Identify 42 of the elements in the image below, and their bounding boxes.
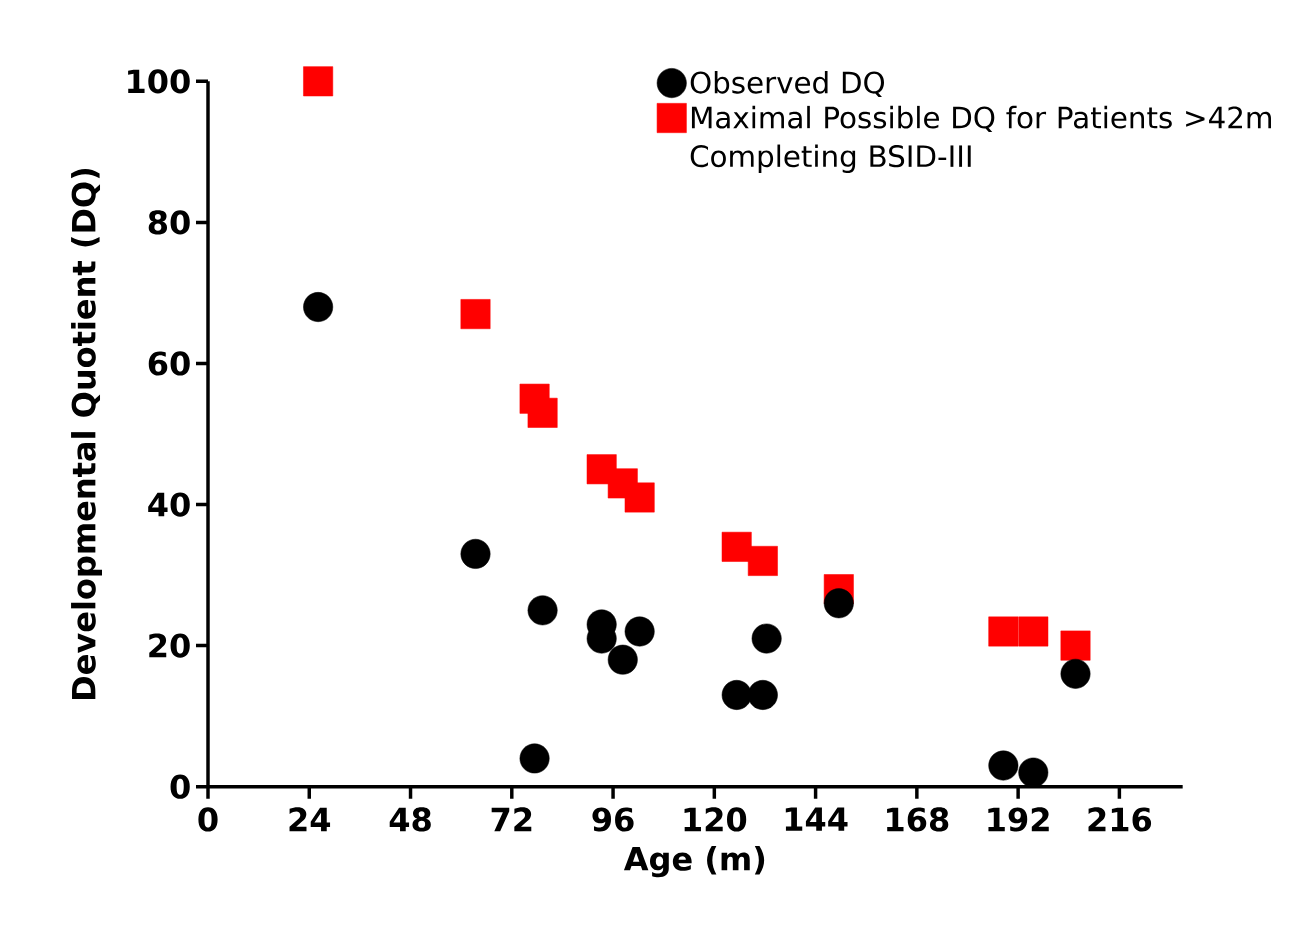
point <box>1060 630 1091 661</box>
x-axis-title: Age (m) <box>623 846 765 878</box>
point <box>460 299 491 330</box>
point <box>823 588 854 619</box>
point <box>747 680 778 710</box>
point <box>527 595 558 626</box>
y-tick-label: 80 <box>148 210 190 235</box>
y-tick-label: 20 <box>149 633 190 658</box>
x-tick-label: 216 <box>1088 807 1152 832</box>
legend-label: Maximal Possible DQ for Patients >42m Completing BSID-III <box>690 105 1271 173</box>
y-tick-label: 100 <box>128 69 190 94</box>
x-tick-label: 192 <box>988 807 1049 832</box>
x-tick-label: 144 <box>785 807 848 831</box>
point <box>1018 757 1049 788</box>
point <box>1060 658 1091 689</box>
y-axis-title: Developmental Quotient (DQ) <box>71 168 102 699</box>
x-tick-label: 72 <box>491 807 532 832</box>
point <box>303 292 334 322</box>
x-tick-label: 96 <box>592 807 634 832</box>
x-tick-label: 168 <box>887 807 949 832</box>
x-tick-label: 24 <box>289 807 331 832</box>
point <box>527 397 558 428</box>
x-tick-label: 48 <box>389 807 431 832</box>
x-tick-label: 120 <box>684 807 747 832</box>
point <box>988 616 1019 647</box>
point <box>747 546 778 576</box>
point <box>751 623 782 654</box>
x-tick-label: 0 <box>198 807 218 832</box>
point <box>721 680 752 710</box>
point <box>988 750 1019 781</box>
point <box>607 644 638 675</box>
y-tick-label: 0 <box>170 774 190 799</box>
y-tick-label: 40 <box>148 492 190 517</box>
point <box>624 482 655 513</box>
y-tick-label: 60 <box>148 351 190 376</box>
point <box>519 743 550 774</box>
point <box>624 616 655 647</box>
legend-label: Observed DQ <box>690 70 885 97</box>
point <box>303 66 334 97</box>
point <box>721 531 752 562</box>
point <box>1018 616 1049 647</box>
point <box>460 538 491 569</box>
